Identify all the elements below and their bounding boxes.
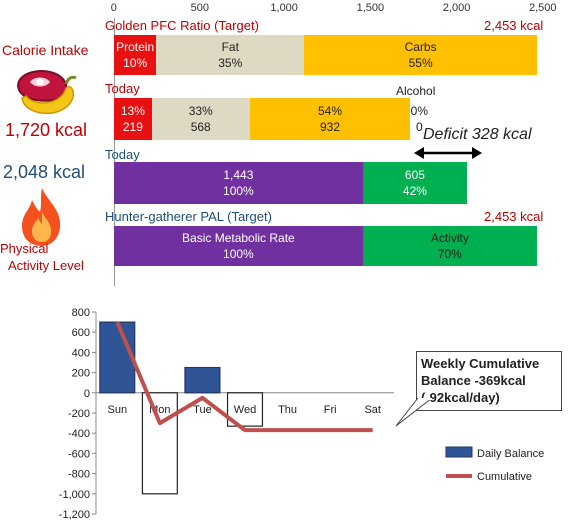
x-category-label: Wed bbox=[234, 404, 256, 416]
segment-value: 100% bbox=[223, 247, 254, 261]
segment-value: 70% bbox=[437, 247, 462, 261]
row-label-today-activity: Today bbox=[105, 147, 140, 162]
alcohol-label: Alcohol bbox=[396, 84, 436, 98]
segment-value: 55% bbox=[408, 56, 433, 70]
callout-text: Weekly Cumulative Balance -369kcal (-92k… bbox=[421, 356, 540, 405]
x-tick-label: 2,000 bbox=[442, 2, 471, 14]
x-category-label: Sun bbox=[107, 404, 127, 416]
y-tick-label: -200 bbox=[68, 408, 90, 420]
legend-swatch-daily-balance bbox=[445, 446, 473, 458]
segment-label: Basic Metabolic Rate bbox=[182, 231, 295, 245]
segment-value: 932 bbox=[319, 120, 341, 134]
segment-value: 568 bbox=[190, 120, 211, 134]
y-tick-label: 0 bbox=[84, 388, 90, 400]
y-tick-label: -1,000 bbox=[59, 489, 90, 501]
x-tick-label: 0 bbox=[110, 2, 117, 14]
segment-value: 10% bbox=[123, 56, 148, 70]
fire-icon bbox=[22, 188, 61, 246]
segment-label: 33% bbox=[188, 104, 213, 118]
bar-segment-protein: 13% 219 bbox=[114, 98, 152, 140]
y-tick-label: 200 bbox=[72, 368, 90, 380]
bar-segment-alcohol: 0% 0 bbox=[410, 98, 428, 140]
segment-label: Activity bbox=[430, 231, 469, 245]
daily-balance-bar bbox=[141, 392, 178, 495]
segment-value: 35% bbox=[218, 56, 243, 70]
deficit-label: Deficit 328 kcal bbox=[423, 126, 532, 143]
row-total-pal-target: 2,453 kcal bbox=[484, 209, 544, 224]
x-tick-label: 1,000 bbox=[270, 2, 298, 14]
activity-title-line1: Physical bbox=[0, 241, 49, 256]
segment-value: 0 bbox=[416, 120, 423, 134]
axis-line bbox=[114, 18, 115, 286]
y-tick-label: -400 bbox=[68, 428, 90, 440]
x-tick-label: 500 bbox=[190, 2, 209, 14]
y-tick-label: -600 bbox=[68, 448, 90, 460]
callout-pointer bbox=[396, 398, 433, 427]
bar-segment-protein: Protein 10% bbox=[114, 35, 157, 75]
x-category-label: Thu bbox=[278, 404, 297, 416]
weekly-callout: Weekly Cumulative Balance -369kcal (-92k… bbox=[416, 351, 562, 411]
daily-balance-bar bbox=[184, 366, 221, 394]
bar-segment-fat: 33% 568 bbox=[151, 98, 250, 140]
row-label-pal-target: Hunter-gatherer PAL (Target) bbox=[105, 209, 272, 224]
row-total-pfc-target: 2,453 kcal bbox=[484, 18, 544, 33]
legend-label-daily-balance: Daily Balance bbox=[477, 448, 544, 460]
daily-balance-bar bbox=[99, 321, 136, 394]
segment-label: 0% bbox=[410, 104, 429, 118]
bar-segment-fat: Fat 35% bbox=[156, 35, 305, 75]
x-category-label: Fri bbox=[324, 404, 337, 416]
legend-label-cumulative: Cumulative bbox=[477, 471, 532, 483]
segment-label: 1,443 bbox=[223, 168, 254, 182]
row-label-today-intake: Today bbox=[105, 81, 140, 96]
cumulative-line bbox=[115, 321, 373, 433]
y-tick-label: 400 bbox=[72, 347, 90, 359]
x-tick-label: 1,500 bbox=[356, 2, 385, 14]
bar-segment-carbs: Carbs 55% bbox=[304, 35, 537, 75]
calorie-intake-title: Calorie Intake bbox=[2, 42, 89, 58]
x-tick-label: 2,500 bbox=[529, 2, 557, 14]
weekly-balance-chart: 800 600 400 200 0 -200 -400 -600 -800 -1,000 -1,20… bbox=[59, 307, 544, 521]
segment-label: 13% bbox=[120, 104, 145, 118]
deficit-arrow bbox=[414, 147, 482, 159]
segment-label: Protein bbox=[116, 40, 155, 54]
bar-segment-activity: 605 42% bbox=[362, 162, 468, 204]
segment-label: Carbs bbox=[404, 40, 437, 54]
segment-value: 42% bbox=[402, 184, 427, 198]
segment-label: 605 bbox=[404, 168, 425, 182]
x-category-label: Sat bbox=[364, 404, 381, 416]
segment-value: 219 bbox=[122, 120, 143, 134]
bar-segment-bmr: Basic Metabolic Rate 100% bbox=[114, 226, 363, 266]
segment-label: Fat bbox=[221, 40, 239, 54]
calorie-stacked-bar-chart: 0 500 1,000 1,500 2,000 2,500 Golden PFC… bbox=[105, 2, 557, 286]
y-tick-label: 800 bbox=[72, 307, 90, 319]
segment-value: 100% bbox=[223, 184, 254, 198]
intake-value: 1,720 kcal bbox=[5, 120, 88, 140]
bar-segment-carbs: 54% 932 bbox=[249, 98, 411, 140]
x-category-label: Tue bbox=[193, 404, 212, 416]
row-label-pfc-target: Golden PFC Ratio (Target) bbox=[105, 18, 259, 33]
bar-segment-bmr: 1,443 100% bbox=[114, 162, 363, 204]
y-tick-label: -1,200 bbox=[59, 509, 90, 521]
food-icon bbox=[16, 70, 77, 115]
y-tick-label: -800 bbox=[68, 469, 90, 481]
bar-segment-activity: Activity 70% bbox=[362, 226, 537, 266]
activity-title-line2: Activity Level bbox=[8, 258, 84, 273]
activity-value: 2,048 kcal bbox=[3, 162, 86, 182]
y-tick-label: 600 bbox=[72, 327, 90, 339]
segment-label: 54% bbox=[317, 104, 343, 118]
